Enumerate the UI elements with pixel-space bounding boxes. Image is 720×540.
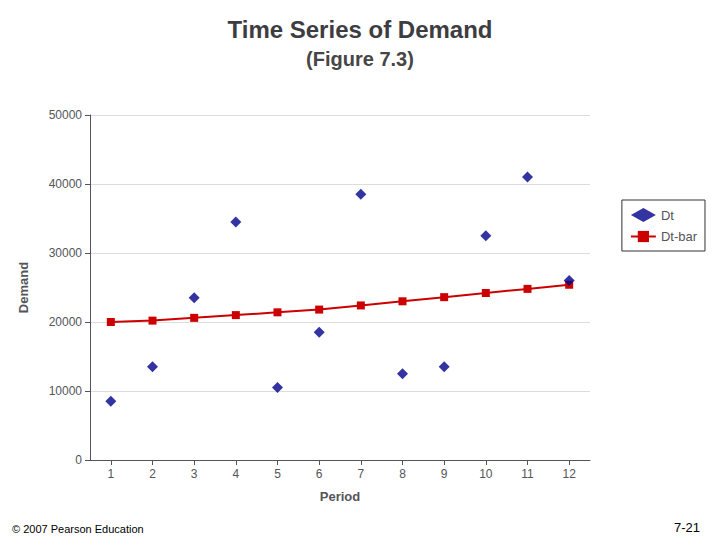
svg-text:1: 1	[107, 467, 114, 481]
svg-text:Dt-bar: Dt-bar	[661, 229, 698, 244]
svg-text:30000: 30000	[49, 246, 83, 260]
svg-text:3: 3	[191, 467, 198, 481]
svg-text:(Figure 7.3): (Figure 7.3)	[306, 48, 414, 70]
svg-text:12: 12	[562, 467, 576, 481]
svg-text:11: 11	[521, 467, 534, 481]
svg-text:2: 2	[149, 467, 156, 481]
svg-text:0: 0	[75, 453, 82, 467]
svg-text:© 2007 Pearson Education: © 2007 Pearson Education	[12, 523, 144, 535]
svg-text:8: 8	[399, 467, 406, 481]
svg-text:Demand: Demand	[16, 262, 31, 313]
svg-text:50000: 50000	[49, 108, 83, 122]
svg-text:10: 10	[479, 467, 493, 481]
svg-text:20000: 20000	[49, 315, 83, 329]
svg-text:10000: 10000	[49, 384, 83, 398]
svg-text:Time Series of Demand: Time Series of Demand	[228, 16, 493, 43]
svg-text:40000: 40000	[49, 177, 83, 191]
svg-text:9: 9	[441, 467, 448, 481]
svg-text:4: 4	[232, 467, 239, 481]
svg-text:Period: Period	[320, 489, 361, 504]
svg-text:7: 7	[357, 467, 364, 481]
svg-text:Dt: Dt	[661, 208, 674, 223]
svg-text:5: 5	[274, 467, 281, 481]
svg-text:6: 6	[316, 467, 323, 481]
svg-text:7-21: 7-21	[674, 520, 700, 535]
